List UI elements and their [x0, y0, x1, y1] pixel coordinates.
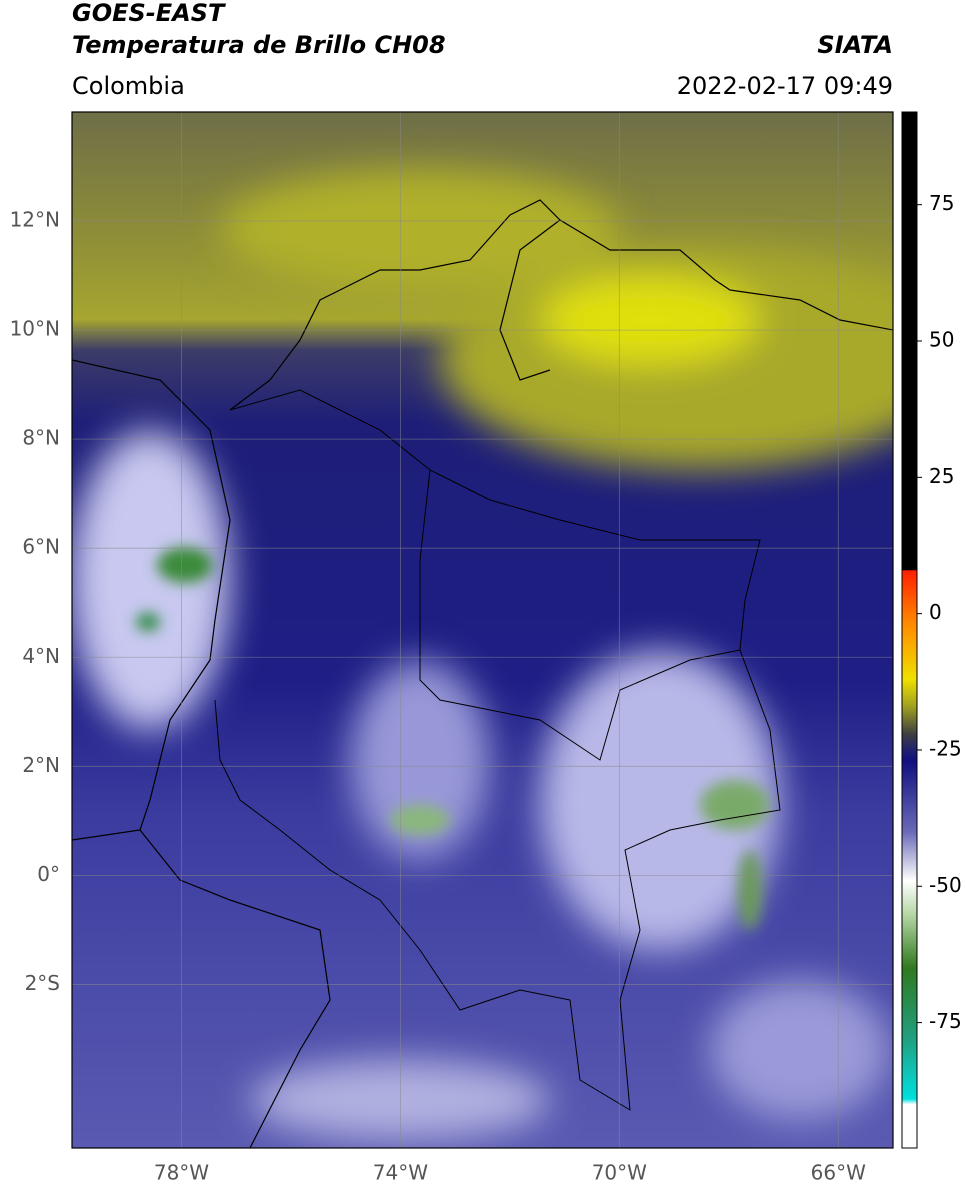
lat-tick-label: 0°: [37, 862, 60, 886]
cloud-cores: [136, 547, 770, 930]
borders: [214, 389, 781, 1111]
region: Colombia: [72, 72, 185, 100]
colorbar-tick-label: -75: [929, 1009, 962, 1033]
satellite-image: [72, 112, 893, 1148]
colorbar-tick-label: 0: [929, 600, 942, 624]
warm-area: [540, 275, 760, 365]
cloud-core: [390, 805, 450, 835]
warm-area: [220, 170, 620, 290]
coastline: [72, 199, 893, 1148]
title: GOES-EAST: [72, 0, 226, 27]
lat-tick-label: 8°N: [22, 426, 60, 450]
graticule: [72, 112, 893, 1148]
cold-cloud: [72, 430, 230, 730]
lat-tick-label: 2°N: [22, 753, 60, 777]
colorbar-tick-label: 75: [929, 191, 954, 215]
cold-cloud: [710, 980, 890, 1120]
source: SIATA: [817, 31, 893, 59]
lon-tick-label: 74°W: [373, 1161, 428, 1185]
map-frame: [71, 111, 894, 1149]
lon-tick-label: 78°W: [154, 1161, 209, 1185]
lon-tick-label: 66°W: [811, 1161, 866, 1185]
colorbar-tick-label: 50: [929, 328, 954, 352]
lon-tick-label: 70°W: [592, 1161, 647, 1185]
lat-tick-label: 4°N: [22, 644, 60, 668]
lat-tick-label: 2°S: [25, 971, 60, 995]
lat-tick-label: 12°N: [10, 208, 60, 232]
datetime: 2022-02-17 09:49: [677, 72, 893, 100]
cold-cloud: [350, 660, 490, 860]
colorbar-tick-label: -50: [929, 873, 962, 897]
cloud-core: [136, 613, 160, 631]
axis-labels: 78°W 74°W 70°W 66°W 12°N 10°N 8°N 6°N 4°N 2°N 0° 2°…: [10, 208, 867, 1185]
colorbar-ticks: 75 50 25 0 -25 -50 -75: [917, 191, 962, 1033]
colorbar-tick-label: -25: [929, 736, 962, 760]
subtitle: Temperatura de Brillo CH08: [72, 31, 446, 59]
colorbar-tick-label: 25: [929, 464, 954, 488]
cloud-core: [738, 850, 762, 930]
colorbar: [901, 111, 918, 1149]
cloud-core: [157, 547, 213, 583]
lat-tick-label: 6°N: [22, 535, 60, 559]
cloud-core: [700, 780, 770, 830]
lat-tick-label: 10°N: [10, 317, 60, 341]
